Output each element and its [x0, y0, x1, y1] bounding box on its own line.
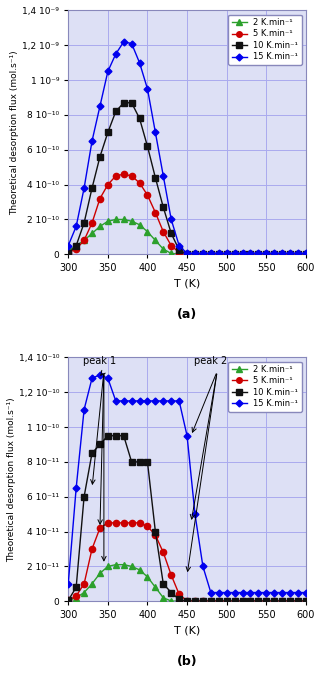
Y-axis label: Theoretical desorption flux (mol.s⁻¹): Theoretical desorption flux (mol.s⁻¹): [7, 397, 16, 561]
Text: (b): (b): [177, 655, 197, 668]
Text: (a): (a): [177, 308, 197, 321]
X-axis label: T (K): T (K): [174, 626, 200, 636]
Legend: 2 K.min⁻¹, 5 K.min⁻¹, 10 K.min⁻¹, 15 K.min⁻¹: 2 K.min⁻¹, 5 K.min⁻¹, 10 K.min⁻¹, 15 K.m…: [229, 361, 302, 412]
Y-axis label: Theoretical desorption flux (mol.s⁻¹): Theoretical desorption flux (mol.s⁻¹): [11, 50, 20, 215]
Text: peak 2: peak 2: [194, 356, 227, 366]
Legend: 2 K.min⁻¹, 5 K.min⁻¹, 10 K.min⁻¹, 15 K.min⁻¹: 2 K.min⁻¹, 5 K.min⁻¹, 10 K.min⁻¹, 15 K.m…: [229, 15, 302, 65]
X-axis label: T (K): T (K): [174, 279, 200, 289]
Text: peak 1: peak 1: [83, 356, 117, 366]
